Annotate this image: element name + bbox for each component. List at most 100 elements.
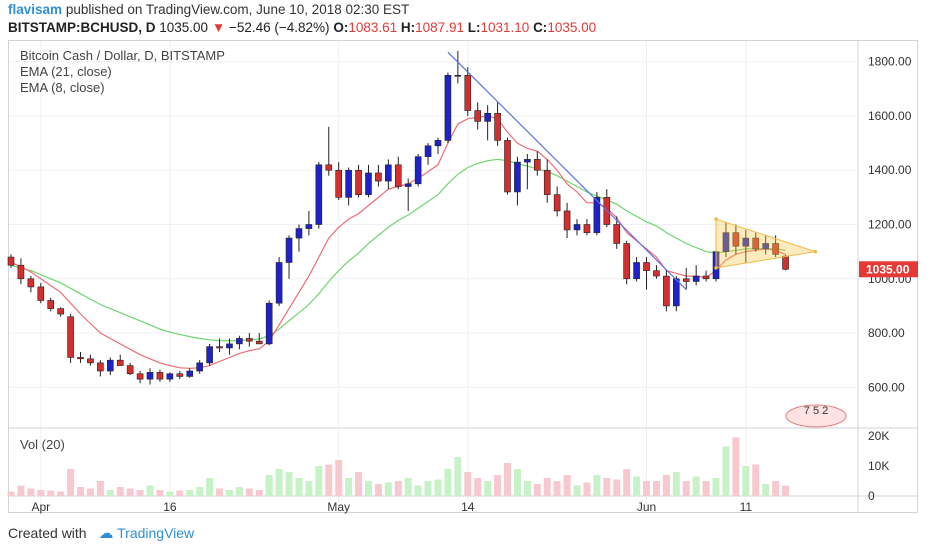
last-price-tag-label: 1035.00 [866,262,910,276]
volume-bar [106,490,114,496]
ema21-line [10,158,786,342]
price-tick-label: 1800.00 [868,55,912,69]
volume-bar [722,446,730,496]
symbol-label: BITSTAMP:BCHUSD, D [8,20,156,35]
price-tick-label: 600.00 [868,380,905,394]
candle-body [772,243,779,255]
candle-body [385,164,392,182]
candle-body [484,112,491,122]
candle-body [454,74,462,77]
close-label: C: [533,20,548,35]
volume-bar [7,491,15,496]
candle-body [543,169,551,195]
volume-bar [513,469,521,496]
candle-body [692,275,700,282]
ema21-legend[interactable]: EMA (21, close) [20,64,112,79]
volume-bar [494,475,502,496]
candle-body [295,228,303,239]
triangle-anchor [714,266,718,270]
candle-body [633,262,640,280]
volume-bar [652,481,660,496]
candle-body [494,112,501,141]
volume-bar [782,485,790,496]
candle-body [355,169,362,195]
volume-bar [533,484,541,496]
volume-bar [404,478,412,496]
open-value: 1083.61 [348,20,398,35]
volume-bar [275,469,283,496]
ema21-path [10,158,786,342]
candle-body [732,232,740,247]
change-value: −52.46 (−4.82%) [228,20,330,35]
candle-body [365,172,372,195]
author-link[interactable]: flavisam [8,2,63,17]
volume-bar [136,490,144,496]
tradingview-brand[interactable]: TradingView [117,525,195,541]
volume-bar [364,481,372,496]
volume-bar [265,475,273,496]
candle-body [444,74,452,141]
ema8-legend[interactable]: EMA (8, close) [20,80,105,95]
volume-bar [186,490,194,496]
volume-bar [662,475,670,496]
volume-bar [86,488,94,496]
candle-body [275,262,283,304]
volume-bar [762,484,770,496]
candle-body [285,237,293,263]
volume-bar [17,485,25,496]
price-tick-label: 800.00 [868,326,905,340]
candle-body [573,224,581,231]
volume-bar [682,481,690,496]
chart-title: Bitcoin Cash / Dollar, D, BITSTAMP [20,48,225,63]
candle-body [514,161,521,193]
badge-count: 7 5 2 [804,405,828,417]
candle-body [593,197,601,233]
volume-bar [563,475,571,496]
volume-bar [146,485,154,496]
candle-body [623,243,630,280]
time-tick-label: 11 [740,500,753,514]
candle-body [335,169,342,198]
high-label: H: [400,20,416,35]
volume-bar [772,481,780,496]
candle-body [404,183,412,187]
candle-body [136,373,144,380]
time-tick-label: Jun [637,500,656,514]
candle-body [126,365,134,375]
candle-body [166,373,174,380]
volume-legend[interactable]: Vol (20) [20,437,65,452]
candle-body [762,243,769,250]
volume-bar [225,490,233,496]
volume-bar [206,478,214,496]
candle-body [742,237,750,247]
triangle-anchor [813,249,818,254]
flag-badge-icon [785,404,847,428]
volume-bar [434,479,442,496]
candle-body [563,210,571,231]
price-tick-label: 1200.00 [868,218,912,232]
volume-bar [702,481,710,496]
volume-bar [216,488,224,496]
candle-body [97,362,104,372]
volume-bar [37,490,45,496]
volume-bar [543,478,551,496]
candle-body [216,346,223,349]
volume-bars [7,437,790,496]
created-with-text: Created with [8,525,87,541]
candle-body [107,359,114,372]
low-label: L: [467,20,481,35]
volume-bar [315,466,323,496]
volume-bar [523,481,531,496]
candle-body [255,340,263,345]
candle-body [206,346,213,364]
candle-body [702,275,710,280]
candle-body [673,278,680,307]
candle-body [752,237,760,250]
volume-bar [335,460,343,496]
candle-body [116,359,124,366]
volume-bar [593,475,601,496]
volume-bar [235,487,243,496]
volume-bar [623,469,631,496]
candle-body [17,264,25,280]
